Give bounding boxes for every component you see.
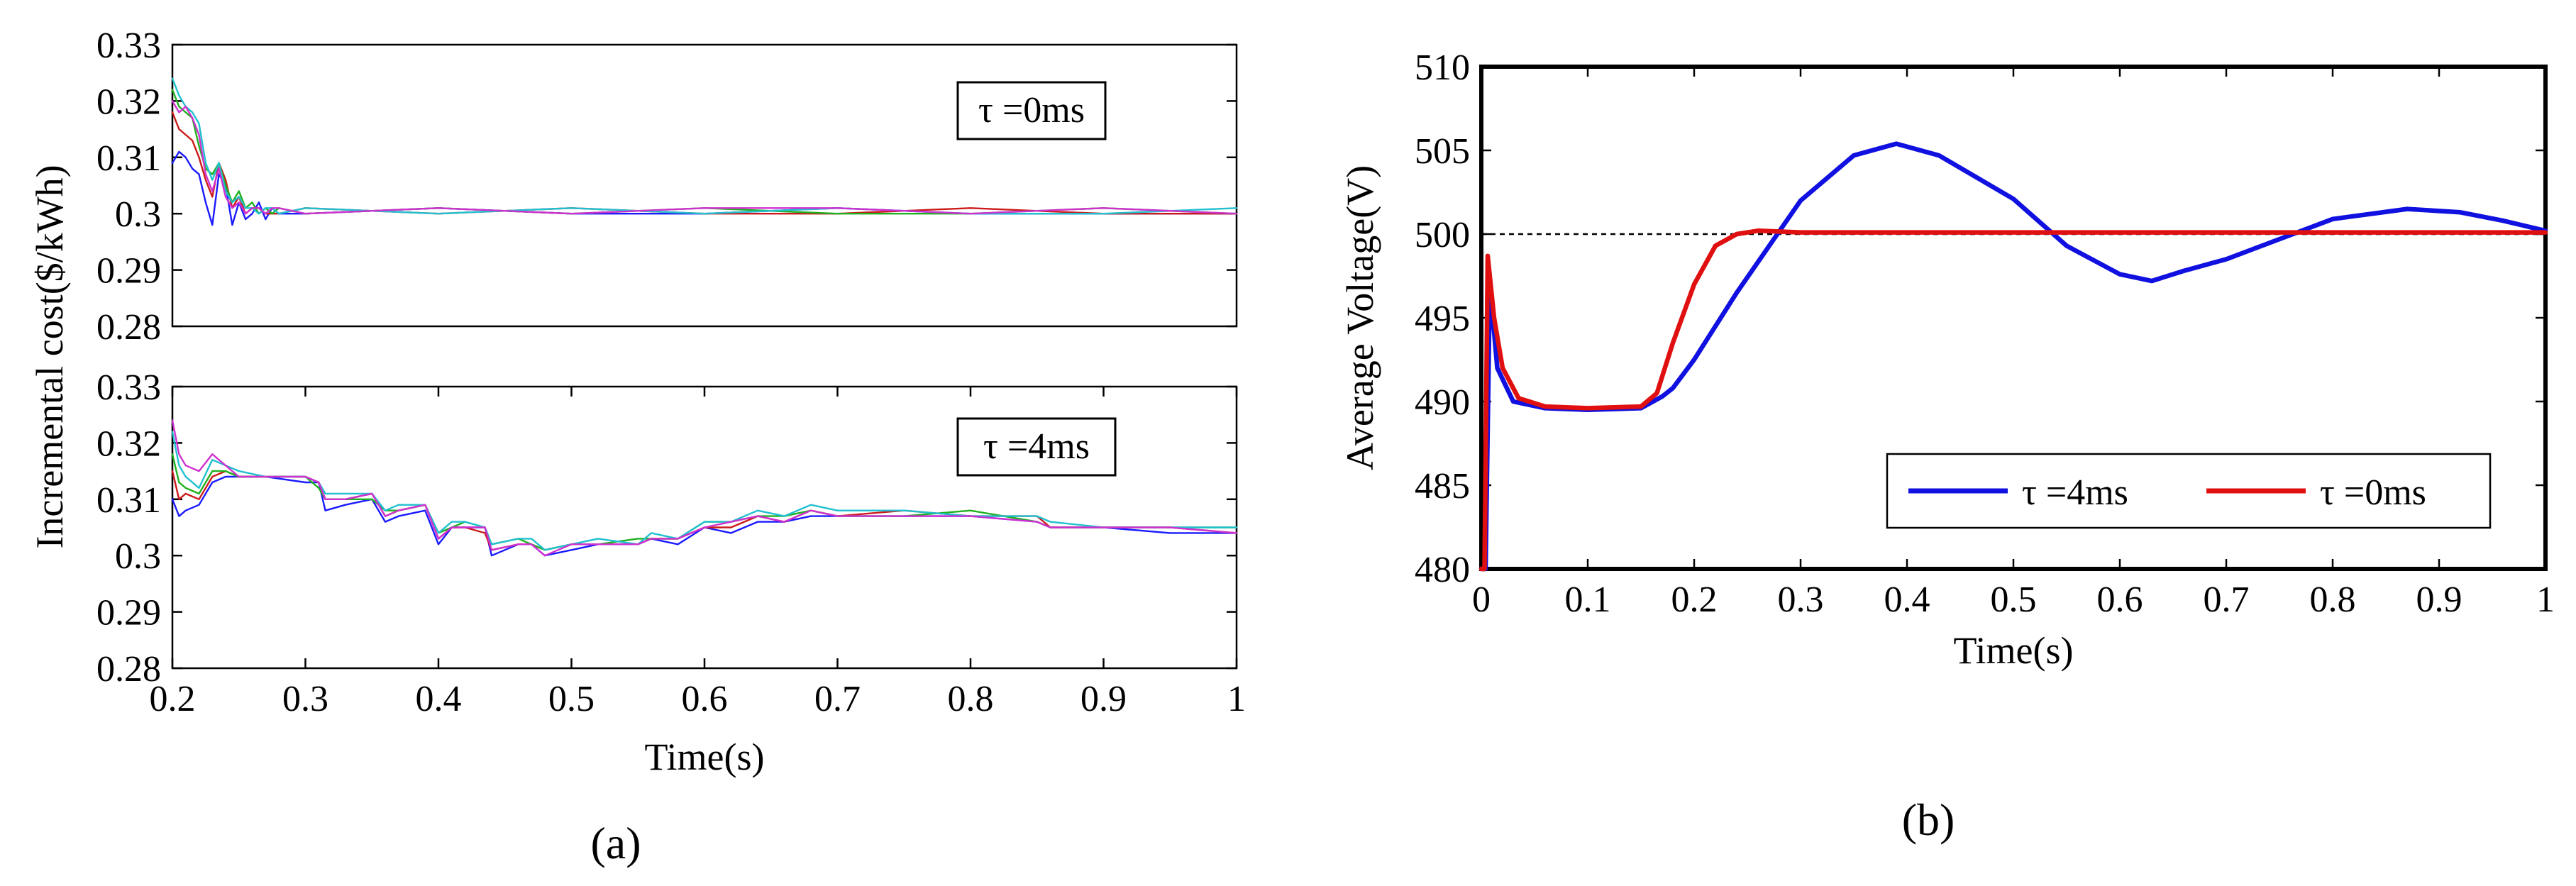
x-tick-label: 0.3 [282,679,328,719]
y-tick-label: 0.33 [96,367,161,408]
y-tick-label: 0.3 [115,536,161,577]
x-tick-label: 0.5 [548,679,595,719]
x-tick-label: 1 [1227,679,1246,719]
series-group-b [1478,141,2548,572]
y-tick-label: 495 [1415,299,1470,339]
chart-b: 510 505 500 495 490 485 480 0 0.1 0.2 0.3 0.4 0.5 0.… [1415,48,2555,672]
x-tick-label: 0.9 [2416,580,2462,620]
y-axis-b: 510 505 500 495 490 485 480 [1415,48,2545,590]
x-axis-a-bottom: 0.2 0.3 0.4 0.5 0.6 0.7 0.8 0.9 1 [150,387,1246,719]
x-tick-label: 0.6 [682,679,728,719]
panel-label-a: (a) [590,818,641,868]
x-tick-label: 0.1 [1565,580,1611,620]
x-tick-label: 0.2 [1671,580,1718,620]
y-tick-label: 0.31 [96,138,161,179]
x-axis-label-a: Time(s) [644,736,764,778]
series-line-a_bottom-4 [171,431,1238,551]
annotation-a-bottom: τ =4ms [983,426,1090,467]
x-tick-label: 0.4 [1884,580,1930,620]
y-tick-label: 510 [1415,48,1470,88]
y-tick-label: 0.29 [96,593,161,633]
x-axis-label-b: Time(s) [1953,629,2073,672]
y-tick-label: 485 [1415,466,1470,506]
y-axis-label-b: Average Voltage(V) [1339,165,1381,470]
x-tick-label: 0.7 [2204,580,2250,620]
y-tick-label: 490 [1415,382,1470,423]
annotation-box-a-top: τ =0ms [956,81,1107,140]
y-axis-label-a: Incremental cost($/kWh) [28,165,71,548]
x-tick-label: 0.8 [2310,580,2356,620]
series-group-a-bottom [171,419,1238,557]
y-tick-label: 0.32 [96,82,161,122]
y-tick-label: 480 [1415,550,1470,590]
series-line-a_bottom-5 [171,419,1238,557]
legend-label-tau-0ms: τ =0ms [2320,472,2426,513]
x-tick-label: 0.4 [416,679,462,719]
series-line-b-2 [1478,228,2548,572]
x-tick-label: 0.2 [150,679,196,719]
y-tick-label: 0.28 [96,307,161,348]
x-tick-label: 0.5 [1991,580,2037,620]
x-tick-label: 0.6 [2097,580,2143,620]
y-tick-label: 0.28 [96,649,161,690]
y-tick-label: 0.29 [96,251,161,292]
annotation-box-a-bottom: τ =4ms [956,417,1117,477]
annotation-frame-a-top [956,81,1107,140]
series-line-a_top-5 [171,100,1238,215]
y-tick-label: 505 [1415,131,1470,172]
legend-b: τ =4ms τ =0ms [1886,453,2492,529]
y-axis-a-top: 0.33 0.32 0.31 0.3 0.29 0.28 [96,26,1237,348]
annotation-a-top: τ =0ms [978,90,1085,131]
series-group-a-top [171,77,1238,226]
x-axis-b: 0 0.1 0.2 0.3 0.4 0.5 0.6 0.7 0.8 0.9 1 [1472,67,2555,620]
y-tick-label: 0.33 [96,26,161,66]
panel-label-b: (b) [1902,794,1955,845]
chart-a-bottom: 0.330.320.310.30.290.28 0.2 0.3 0.4 0.5 0.6 0… [96,367,1246,778]
y-axis-a-bottom: 0.33 0.32 0.31 0.3 0.29 0.28 [96,367,1237,690]
y-tick-label: 500 [1415,215,1470,255]
y-tick-label: 0.32 [96,423,161,464]
chart-a-top: 0.33 0.32 0.31 0.3 0.29 0.28 τ =0ms [96,26,1238,348]
x-tick-label: 0.8 [948,679,994,719]
x-tick-label: 0.7 [814,679,861,719]
legend-label-tau-4ms: τ =4ms [2022,472,2128,513]
x-tick-label: 0.9 [1080,679,1127,719]
x-tick-label: 1 [2536,580,2555,620]
x-tick-label: 0 [1472,580,1491,620]
y-tick-label: 0.3 [115,194,161,235]
annotation-frame-a-bottom [956,417,1117,477]
x-tick-label: 0.3 [1778,580,1824,620]
legend-frame-b [1886,453,2492,529]
y-tick-label: 0.31 [96,480,161,521]
